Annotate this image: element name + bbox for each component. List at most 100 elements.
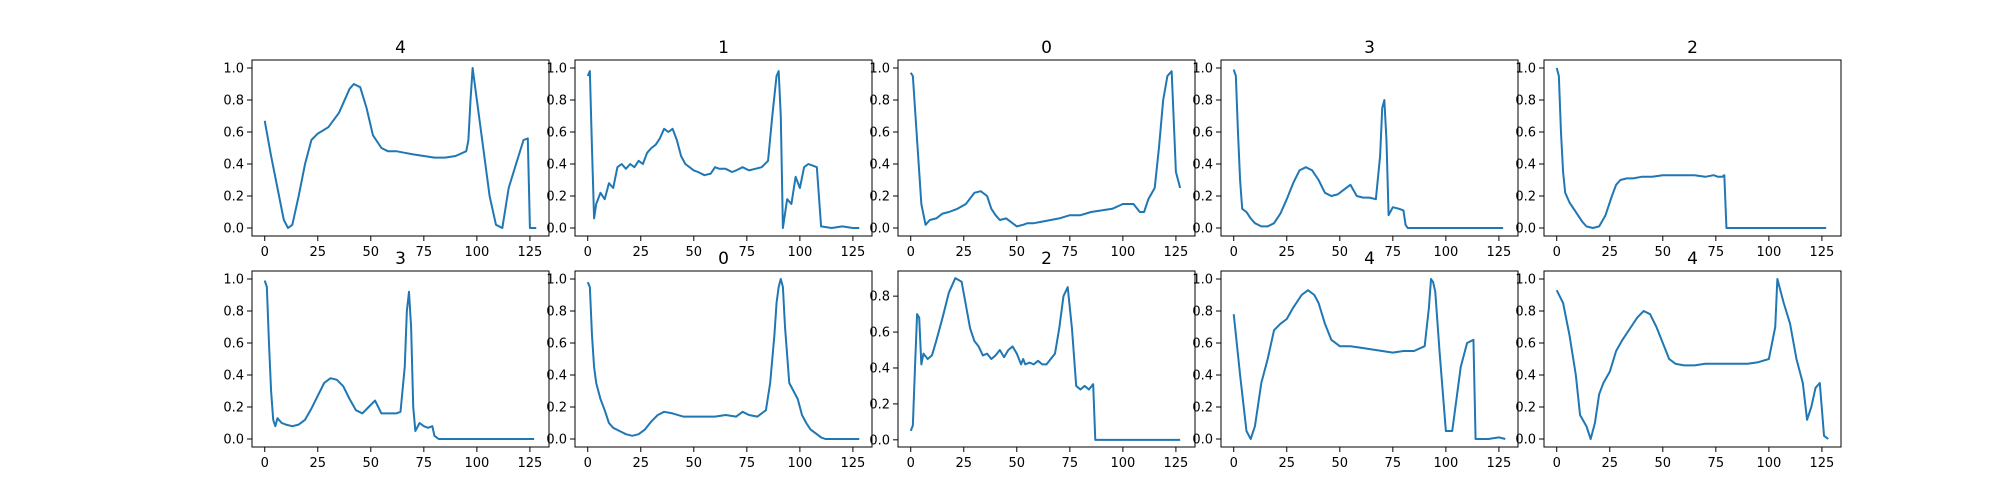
x-tick-label: 125 bbox=[1163, 456, 1188, 471]
y-tick-label: 0.6 bbox=[1192, 337, 1213, 352]
y-tick-label: 0.0 bbox=[546, 222, 567, 237]
series-line bbox=[586, 278, 860, 440]
subplot-title: 0 bbox=[1041, 38, 1052, 58]
y-tick-label: 0.6 bbox=[869, 326, 890, 341]
x-tick-label: 75 bbox=[1708, 245, 1725, 260]
y-tick-label: 0.2 bbox=[869, 190, 890, 205]
x-tick-label: 0 bbox=[261, 245, 269, 260]
x-tick-label: 50 bbox=[363, 245, 380, 260]
subplot-title: 3 bbox=[395, 249, 406, 269]
series-line bbox=[909, 277, 1181, 441]
x-tick-label: 25 bbox=[955, 456, 972, 471]
x-tick-label: 50 bbox=[1009, 245, 1026, 260]
x-tick-label: 75 bbox=[1708, 456, 1725, 471]
y-tick-label: 0.2 bbox=[1515, 190, 1536, 205]
y-tick-label: 0.4 bbox=[869, 158, 890, 173]
y-tick-label: 0.2 bbox=[1192, 190, 1213, 205]
subplot-2: 0 25 50 75 100 125 0.0 0.2 0.4 0.6 0.8 1.0 1 bbox=[546, 38, 873, 260]
y-tick-label: 0.8 bbox=[1515, 94, 1536, 109]
y-tick-label: 0.4 bbox=[223, 369, 244, 384]
subplot-title: 1 bbox=[718, 38, 729, 58]
y-tick-label: 0.4 bbox=[1192, 369, 1213, 384]
x-tick-label: 50 bbox=[1332, 245, 1349, 260]
y-tick-label: 0.4 bbox=[546, 158, 567, 173]
x-tick-label: 50 bbox=[1009, 456, 1026, 471]
y-tick-label: 0.6 bbox=[869, 126, 890, 141]
y-tick-label: 0.2 bbox=[223, 401, 244, 416]
x-tick-label: 125 bbox=[1809, 456, 1834, 471]
subplot-title: 4 bbox=[1364, 249, 1375, 269]
x-tick-label: 125 bbox=[517, 456, 542, 471]
x-tick-label: 25 bbox=[309, 456, 326, 471]
x-tick-label: 75 bbox=[1062, 245, 1079, 260]
y-tick-label: 1.0 bbox=[546, 62, 567, 77]
subplot-title: 4 bbox=[395, 38, 406, 58]
series-line bbox=[1555, 278, 1829, 440]
series-line bbox=[1555, 67, 1827, 229]
x-tick-label: 50 bbox=[686, 245, 703, 260]
y-tick-label: 0.6 bbox=[1515, 337, 1536, 352]
y-tick-label: 0.6 bbox=[546, 126, 567, 141]
y-tick-label: 0.4 bbox=[223, 158, 244, 173]
x-tick-label: 0 bbox=[907, 456, 915, 471]
x-tick-label: 100 bbox=[1433, 245, 1458, 260]
y-tick-label: 0.8 bbox=[1192, 305, 1213, 320]
axes-frame bbox=[1220, 270, 1519, 448]
x-tick-label: 25 bbox=[1601, 456, 1618, 471]
axes-frame bbox=[1543, 270, 1842, 448]
y-tick-label: 0.0 bbox=[1192, 433, 1213, 448]
y-tick-label: 0.8 bbox=[1515, 305, 1536, 320]
x-tick-label: 75 bbox=[739, 456, 756, 471]
subplot-title: 0 bbox=[718, 249, 729, 269]
axes-frame bbox=[1220, 59, 1519, 237]
subplot-title: 2 bbox=[1687, 38, 1698, 58]
y-tick-label: 0.6 bbox=[546, 337, 567, 352]
series-line bbox=[909, 70, 1182, 228]
subplot-9: 0 25 50 75 100 125 0.0 0.2 0.4 0.6 0.8 1.0 4 bbox=[1192, 249, 1519, 471]
axes-frame bbox=[897, 59, 1196, 237]
subplot-title: 2 bbox=[1041, 249, 1052, 269]
x-tick-label: 100 bbox=[787, 245, 812, 260]
x-tick-label: 0 bbox=[261, 456, 269, 471]
series-line bbox=[1232, 69, 1504, 229]
axes-frame bbox=[251, 59, 550, 237]
y-tick-label: 0.2 bbox=[869, 397, 890, 412]
y-tick-label: 0.4 bbox=[546, 369, 567, 384]
x-tick-label: 50 bbox=[686, 456, 703, 471]
x-tick-label: 25 bbox=[955, 245, 972, 260]
x-tick-label: 100 bbox=[787, 456, 812, 471]
x-tick-label: 100 bbox=[464, 456, 489, 471]
y-tick-label: 0.4 bbox=[1192, 158, 1213, 173]
y-tick-label: 1.0 bbox=[1515, 62, 1536, 77]
x-tick-label: 125 bbox=[1163, 245, 1188, 260]
y-tick-label: 0.0 bbox=[223, 433, 244, 448]
x-tick-label: 75 bbox=[1385, 456, 1402, 471]
axes-frame bbox=[1543, 59, 1842, 237]
subplot-title: 4 bbox=[1687, 249, 1698, 269]
y-tick-label: 0.8 bbox=[223, 94, 244, 109]
x-tick-label: 125 bbox=[840, 245, 865, 260]
y-tick-label: 0.4 bbox=[1515, 369, 1536, 384]
y-tick-label: 1.0 bbox=[223, 62, 244, 77]
axes-frame bbox=[574, 59, 873, 237]
y-tick-label: 1.0 bbox=[223, 273, 244, 288]
y-tick-label: 0.0 bbox=[1515, 433, 1536, 448]
y-tick-label: 0.0 bbox=[223, 222, 244, 237]
subplot-6: 0 25 50 75 100 125 0.0 0.2 0.4 0.6 0.8 1.0 3 bbox=[223, 249, 550, 471]
x-tick-label: 75 bbox=[1385, 245, 1402, 260]
x-tick-label: 125 bbox=[517, 245, 542, 260]
x-tick-label: 125 bbox=[1486, 456, 1511, 471]
y-tick-label: 0.0 bbox=[546, 433, 567, 448]
x-tick-label: 125 bbox=[1486, 245, 1511, 260]
y-tick-label: 0.2 bbox=[546, 190, 567, 205]
x-tick-label: 0 bbox=[907, 245, 915, 260]
subplot-title: 3 bbox=[1364, 38, 1375, 58]
x-tick-label: 0 bbox=[584, 245, 592, 260]
subplot-4: 0 25 50 75 100 125 0.0 0.2 0.4 0.6 0.8 1.0 3 bbox=[1192, 38, 1519, 260]
y-tick-label: 0.0 bbox=[1192, 222, 1213, 237]
y-tick-label: 1.0 bbox=[1192, 273, 1213, 288]
x-tick-label: 25 bbox=[632, 245, 649, 260]
x-tick-label: 0 bbox=[1230, 245, 1238, 260]
x-tick-label: 0 bbox=[1553, 456, 1561, 471]
subplot-3: 0 25 50 75 100 125 0.0 0.2 0.4 0.6 0.8 1.0 0 bbox=[869, 38, 1196, 260]
